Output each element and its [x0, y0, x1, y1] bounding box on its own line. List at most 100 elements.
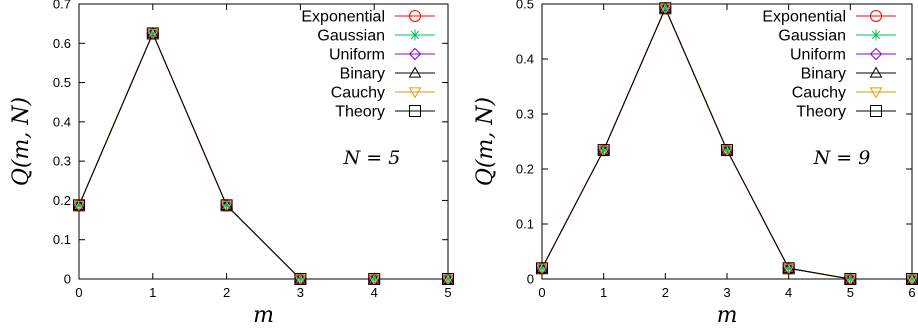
data-point-gaussian: [294, 273, 306, 285]
data-point-cauchy: [843, 274, 857, 286]
data-point-binary: [658, 1, 672, 13]
y-tick-label: 0.2: [516, 162, 534, 177]
data-point-gaussian: [73, 199, 85, 211]
legend-marker-uniform: [408, 47, 422, 61]
data-point-gaussian: [721, 144, 733, 156]
legend-label: Gaussian: [317, 28, 385, 45]
data-point-binary: [720, 143, 734, 155]
chart-panel-n5: 0 1 2 3 4 5 0 0.1 0.2 0.3 0.4 0.5 0.6 0.7 m Q(m, N) N = …: [9, 0, 455, 328]
y-tick-label: 0: [527, 272, 534, 287]
x-tick-label: 0: [538, 285, 545, 300]
series-line-theory: [78, 32, 448, 280]
x-tick-label: 3: [297, 285, 304, 300]
legend-marker-cauchy: [869, 87, 883, 99]
legend-label: Uniform: [790, 47, 846, 64]
data-point-gaussian: [659, 2, 671, 14]
data-point-binary: [782, 261, 796, 273]
x-tick-label: 4: [785, 285, 792, 300]
data-point-binary: [843, 272, 857, 284]
y-tick-label: 0: [64, 272, 71, 287]
data-point-gaussian: [598, 144, 610, 156]
x-axis-label: m: [253, 303, 274, 328]
legend-marker-binary: [869, 66, 883, 78]
legend-marker-gaussian: [870, 29, 882, 41]
legend-label: Uniform: [329, 47, 385, 64]
data-point-gaussian: [147, 27, 159, 39]
n-annotation: N = 9: [813, 147, 871, 169]
data-point-cauchy: [367, 274, 381, 286]
x-tick-label: 2: [662, 285, 669, 300]
legend-label: Exponential: [762, 9, 846, 26]
legend-label: Exponential: [301, 9, 385, 26]
y-tick-label: 0.3: [53, 154, 71, 169]
plot-frame: [78, 3, 449, 280]
legend-marker-uniform: [869, 47, 883, 61]
y-axis-label: Q(m, N): [9, 97, 34, 186]
y-tick-label: 0.5: [516, 0, 534, 12]
data-point-theory: [146, 27, 159, 40]
data-point-gaussian: [368, 273, 380, 285]
data-point-cauchy: [146, 28, 160, 40]
data-point-gaussian: [783, 262, 795, 274]
x-tick-label: 1: [149, 285, 156, 300]
x-tick-label: 2: [223, 285, 230, 300]
x-tick-label: 3: [723, 285, 730, 300]
data-point-theory: [536, 262, 548, 275]
x-tick-label: 6: [908, 285, 915, 300]
data-point-cauchy: [441, 274, 455, 286]
data-point-binary: [220, 198, 233, 210]
data-point-gaussian: [536, 262, 548, 274]
data-point-gaussian: [844, 273, 856, 285]
x-tick-label: 5: [444, 285, 451, 300]
data-point-theory: [721, 144, 733, 157]
legend-label: Gaussian: [778, 28, 846, 45]
data-point-theory: [368, 273, 381, 285]
y-tick-label: 0.1: [53, 232, 71, 247]
data-point-theory: [220, 199, 233, 212]
data-point-gaussian: [442, 273, 454, 285]
y-tick-label: 0.4: [516, 52, 534, 67]
data-point-theory: [442, 273, 454, 285]
x-axis-label: m: [717, 303, 738, 328]
data-point-binary: [905, 272, 918, 284]
data-point-cauchy: [720, 145, 734, 157]
data-point-cauchy: [72, 200, 86, 212]
data-point-theory: [782, 262, 795, 275]
y-tick-label: 0.2: [53, 193, 71, 208]
data-point-binary: [294, 272, 307, 284]
data-point-binary: [367, 272, 381, 284]
legend-marker-exponential: [409, 10, 421, 22]
x-tick-label: 1: [600, 285, 607, 300]
data-point-theory: [294, 273, 307, 285]
data-point-theory: [73, 199, 85, 212]
legend-marker-cauchy: [408, 87, 422, 99]
data-point-theory: [597, 144, 610, 157]
legend-label: Theory: [796, 104, 846, 121]
data-point-cauchy: [294, 274, 307, 286]
chart-panel-n9: 0 1 2 3 4 5 6 0 0.1 0.2 0.3 0.4 0.5 m Q(m, N) N = 9 Expo…: [473, 0, 918, 328]
data-point-theory: [844, 273, 857, 285]
legend-label: Binary: [801, 66, 846, 83]
data-point-cauchy: [782, 263, 796, 275]
legend-label: Cauchy: [331, 85, 385, 102]
y-tick-label: 0.1: [516, 217, 534, 232]
x-tick-label: 0: [75, 285, 82, 300]
legend-label: Binary: [340, 66, 385, 83]
data-point-cauchy: [905, 274, 918, 286]
y-tick-label: 0.4: [53, 114, 71, 129]
data-point-binary: [146, 26, 160, 39]
data-point-cauchy: [597, 145, 611, 157]
legend-marker-binary: [408, 66, 422, 78]
data-point-gaussian: [221, 199, 233, 211]
data-point-cauchy: [220, 200, 233, 212]
data-point-cauchy: [535, 263, 549, 275]
data-point-binary: [72, 198, 86, 210]
legend-marker-theory: [870, 105, 882, 117]
data-point-binary: [597, 143, 611, 155]
y-tick-label: 0.5: [53, 75, 71, 90]
y-tick-label: 0.7: [53, 0, 71, 12]
data-point-binary: [441, 272, 455, 284]
legend-marker-theory: [409, 105, 421, 117]
y-axis-label: Q(m, N): [473, 97, 498, 186]
